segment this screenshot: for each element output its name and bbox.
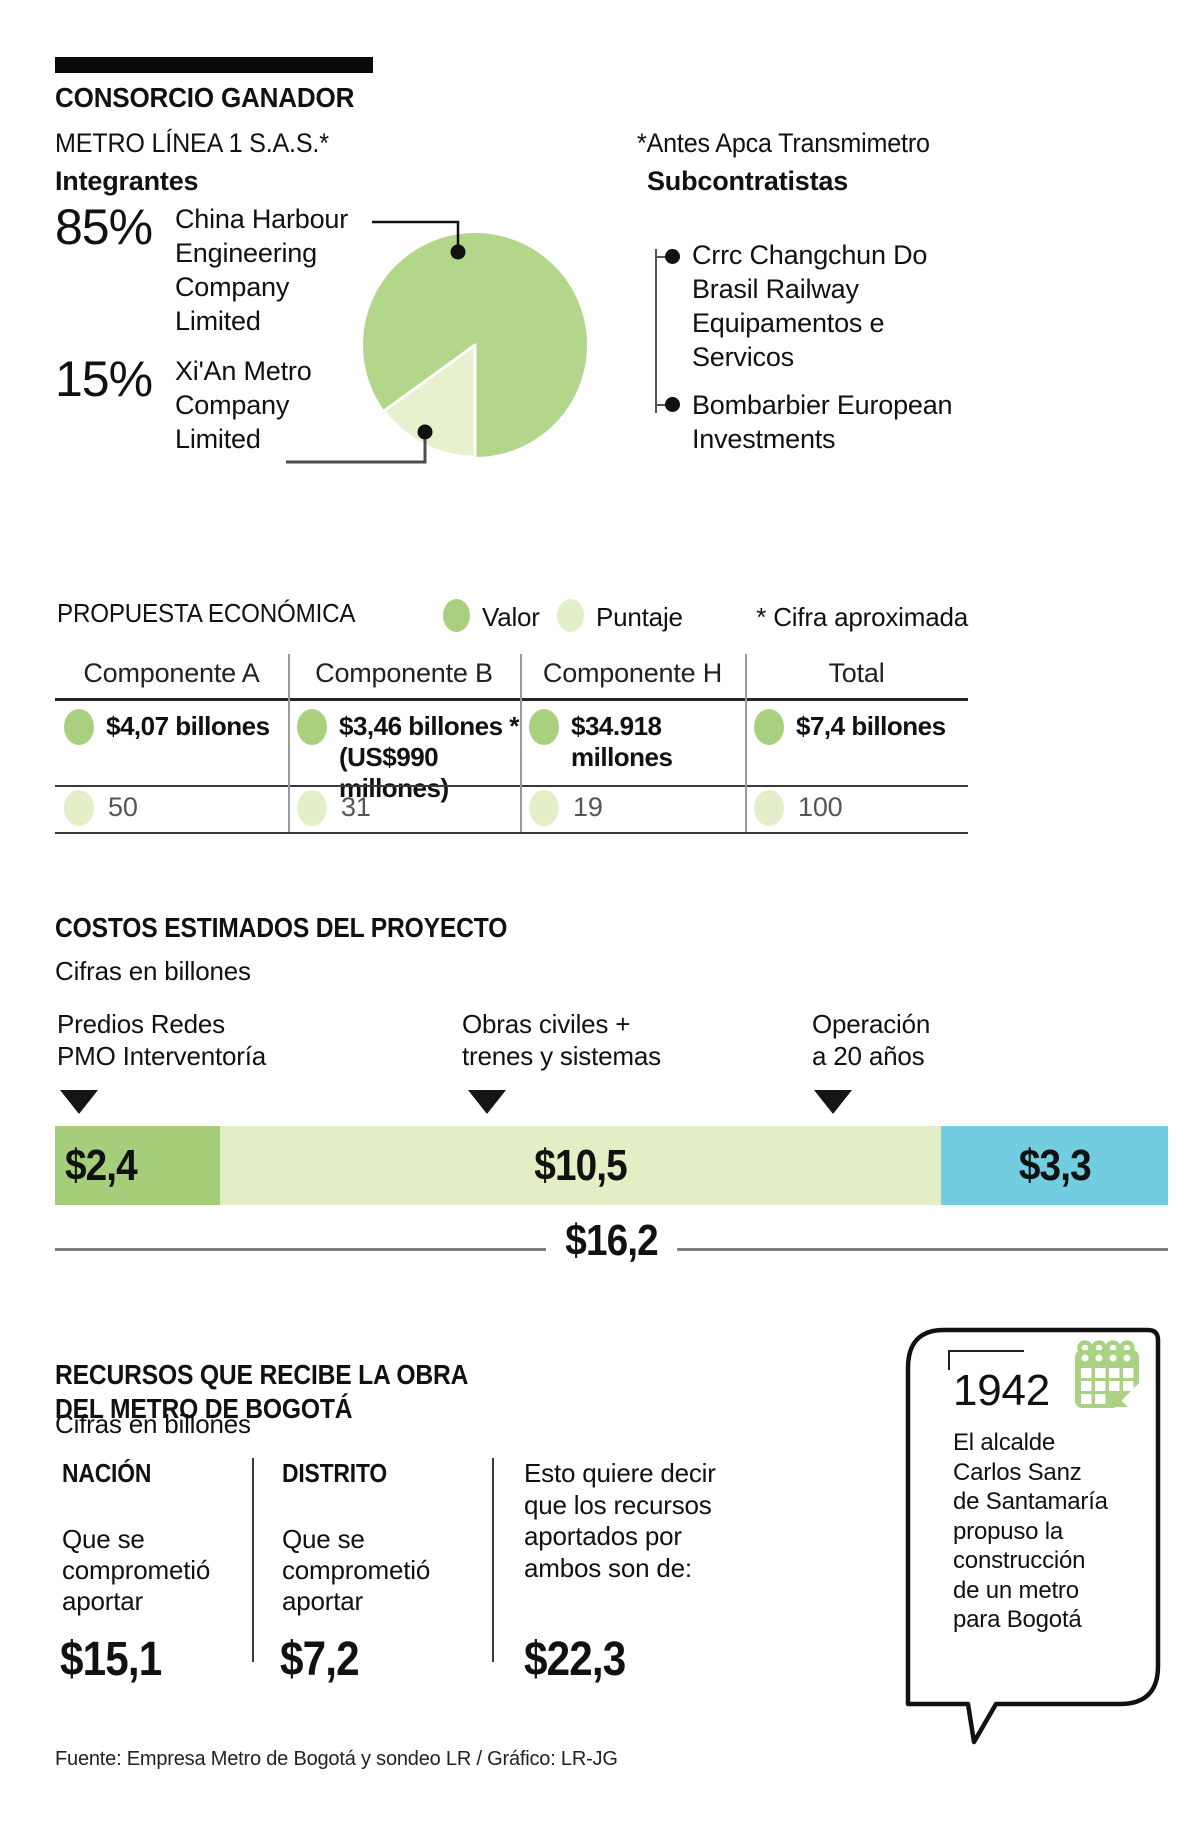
- member-2-name: Xi'An Metro Company Limited: [175, 356, 312, 454]
- callout-text: El alcalde Carlos Sanz de Santamaría pro…: [953, 1429, 1108, 1633]
- subcontractors-label: Subcontratistas: [647, 166, 849, 196]
- callout-bubble: [905, 1327, 1161, 1745]
- distrito-desc: Que se comprometió aportar: [282, 1524, 431, 1616]
- cost-bar-segment-0: $2,4: [55, 1126, 220, 1205]
- leader-dot-85: [450, 244, 466, 260]
- consortium-name: METRO LÍNEA 1 S.A.S.*: [55, 128, 329, 158]
- proposal-table-wrap: Componente A $4,07 billones 50 Componente B…: [55, 646, 968, 836]
- combined-value: $22,3: [524, 1633, 626, 1686]
- subcontractor-2-bullet: [665, 397, 680, 412]
- former-name-note: *Antes Apca Transmimetro: [637, 128, 930, 158]
- nacion-value: $15,1: [60, 1633, 162, 1686]
- members-label: Integrantes: [55, 166, 199, 196]
- cost-bar-segment-2: $3,3: [941, 1126, 1168, 1205]
- puntaje-dot: [297, 790, 327, 826]
- member-1-percent: 85%: [55, 199, 153, 255]
- leader-line-85: [372, 220, 460, 252]
- nacion-desc: Que se comprometió aportar: [62, 1524, 211, 1616]
- proposal-value: $34.918 millones: [571, 711, 673, 772]
- proposal-col-header-3: Total: [828, 658, 885, 688]
- proposal-table: Componente A $4,07 billones 50 Componente B…: [55, 646, 968, 832]
- subcontractor-2-tick: [655, 404, 668, 406]
- proposal-points-cell-3: 100: [745, 785, 968, 832]
- costs-title: COSTOS ESTIMADOS DEL PROYECTO: [55, 912, 508, 943]
- valor-dot: [754, 709, 784, 745]
- table-rule-bottom: [55, 832, 968, 834]
- table-rule-thick: [55, 698, 968, 701]
- puntaje-dot: [754, 790, 784, 826]
- pointer-triangle-2: [468, 1090, 506, 1114]
- member-2-percent: 15%: [55, 351, 153, 407]
- cost-label-1: Predios Redes PMO Interventoría: [57, 1009, 267, 1071]
- member-1-name: China Harbour Engineering Company Limite…: [175, 204, 348, 336]
- costs-bar: $2,4 $10,5 $3,3: [55, 1126, 1168, 1205]
- valor-dot: [64, 709, 94, 745]
- calendar-icon: [1075, 1340, 1140, 1408]
- proposal-value-cell-1: $3,46 billones * (US$990 millones): [288, 698, 520, 803]
- table-rule-mid: [55, 785, 968, 787]
- valor-dot: [297, 709, 327, 745]
- distrito-value: $7,2: [280, 1633, 360, 1686]
- proposal-col-header-1: Componente B: [315, 658, 493, 688]
- cost-bar-segment-1: $10,5: [219, 1126, 942, 1205]
- combined-desc: Esto quiere decir que los recursos aport…: [524, 1458, 716, 1583]
- table-colsep-2: [520, 654, 522, 832]
- source-credit: Fuente: Empresa Metro de Bogotá y sondeo…: [55, 1748, 618, 1770]
- proposal-points: 100: [798, 792, 843, 822]
- subcontractor-1: Crrc Changchun Do Brasil Railway Equipam…: [692, 240, 928, 372]
- resources-subtitle: Cifras en billones: [55, 1409, 251, 1439]
- costs-total: $16,2: [55, 1216, 1168, 1266]
- puntaje-dot: [529, 790, 559, 826]
- leader-line-15: [286, 432, 427, 464]
- cost-bar-value: $10,5: [534, 1140, 627, 1190]
- proposal-value-cell-3: $7,4 billones: [745, 698, 968, 785]
- callout-year: 1942: [953, 1366, 1051, 1415]
- legend-valor-label: Valor: [482, 602, 540, 632]
- membership-pie-chart: [286, 220, 587, 464]
- resources-separator-2: [492, 1458, 494, 1662]
- proposal-value: $4,07 billones: [106, 711, 270, 741]
- legend-puntaje-dot: [557, 599, 584, 632]
- resources-title: RECURSOS QUE RECIBE LA OBRA DEL METRO DE…: [55, 1359, 469, 1424]
- legend-puntaje-label: Puntaje: [596, 602, 683, 632]
- proposal-value-cell-0: $4,07 billones: [55, 698, 288, 785]
- cost-label-2: Obras civiles + trenes y sistemas: [462, 1009, 661, 1071]
- subcontractor-1-bullet: [665, 249, 680, 264]
- costs-subtitle: Cifras en billones: [55, 956, 251, 986]
- kicker-bar: [55, 57, 373, 73]
- year-bracket: [948, 1350, 1024, 1370]
- puntaje-dot: [64, 790, 94, 826]
- proposal-col-header-2: Componente H: [542, 658, 723, 688]
- subcontractors-bracket-line: [655, 249, 657, 413]
- proposal-points-cell-0: 50: [55, 785, 288, 832]
- cost-label-3: Operación a 20 años: [812, 1009, 931, 1071]
- table-colsep-1: [288, 654, 290, 832]
- proposal-col-header-0: Componente A: [83, 658, 260, 688]
- proposal-value: $7,4 billones: [796, 711, 946, 741]
- cost-bar-value: $3,3: [1018, 1140, 1092, 1190]
- approx-note: * Cifra aproximada: [756, 602, 968, 632]
- subcontractor-1-tick: [655, 256, 668, 258]
- proposal-title: PROPUESTA ECONÓMICA: [57, 598, 356, 628]
- leader-dot-15: [417, 424, 433, 440]
- pointer-triangle-1: [60, 1090, 98, 1114]
- subcontractor-2: Bombarbier European Investments: [692, 390, 953, 454]
- cost-bar-value: $2,4: [65, 1140, 138, 1190]
- distrito-label: DISTRITO: [282, 1458, 387, 1488]
- valor-dot: [529, 709, 559, 745]
- resources-separator-1: [252, 1458, 254, 1662]
- proposal-points: 19: [573, 792, 603, 822]
- nacion-label: NACIÓN: [62, 1458, 152, 1488]
- proposal-points-cell-1: 31: [288, 785, 520, 832]
- legend-valor-dot: [443, 599, 470, 632]
- table-colsep-3: [745, 654, 747, 832]
- proposal-value: $3,46 billones * (US$990 millones): [339, 711, 519, 803]
- proposal-points: 31: [341, 792, 371, 822]
- proposal-points: 50: [108, 792, 138, 822]
- page-title: CONSORCIO GANADOR: [55, 82, 355, 113]
- pointer-triangle-3: [814, 1090, 852, 1114]
- proposal-value-cell-2: $34.918 millones: [520, 698, 745, 785]
- proposal-points-cell-2: 19: [520, 785, 745, 832]
